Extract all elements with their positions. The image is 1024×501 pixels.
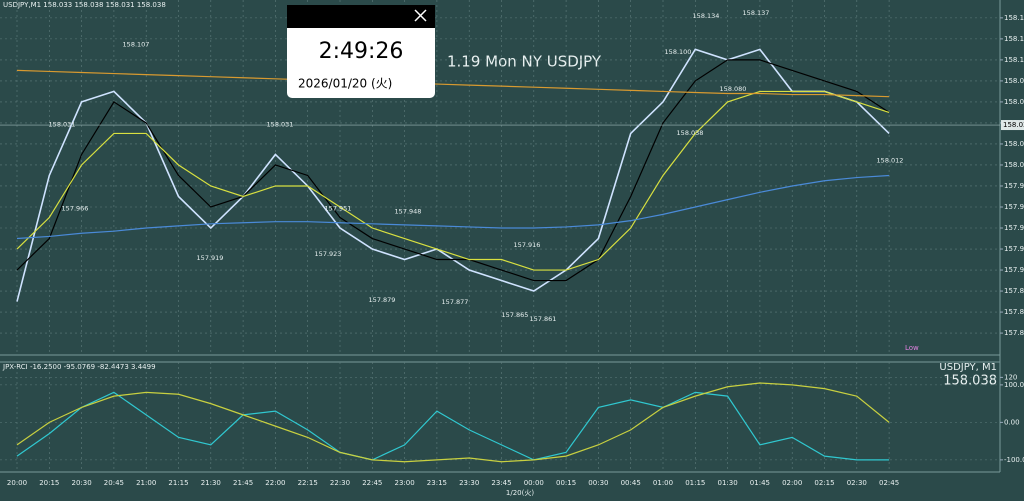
x-tick-label: 02:00 (782, 479, 802, 487)
window-header: USDJPY,M1 158.033 158.038 158.031 158.03… (3, 1, 166, 9)
price-annotation: 158.080 (720, 85, 747, 93)
price: 158.038 (943, 374, 997, 389)
x-tick-label: 22:15 (298, 479, 318, 487)
date-label: 1/20(火) (506, 489, 534, 497)
y-tick-label: 157.960 (1004, 203, 1024, 211)
y-tick-label: 157.920 (1004, 245, 1024, 253)
x-tick-label: 02:15 (814, 479, 834, 487)
price-annotation: 157.923 (315, 250, 342, 258)
price-annotation: 158.031 (49, 120, 76, 128)
x-tick-label: 20:00 (7, 479, 27, 487)
y-tick-label: 157.940 (1004, 224, 1024, 232)
y-tick-label: 157.840 (1004, 329, 1024, 337)
x-tick-label: 02:30 (847, 479, 867, 487)
price-annotation: 158.031 (267, 120, 294, 128)
x-tick-label: 20:15 (39, 479, 59, 487)
x-tick-label: 21:30 (201, 479, 221, 487)
y-tick-label: 120 (1004, 373, 1017, 381)
indicator-title: JPX-RCI -16.2500 -95.0769 -82.4473 3.449… (2, 363, 156, 371)
x-tick-label: 01:00 (653, 479, 673, 487)
current-price-tag (1001, 120, 1024, 131)
x-tick-label: 22:45 (362, 479, 382, 487)
x-tick-label: 20:30 (72, 479, 92, 487)
x-tick-label: 01:30 (718, 479, 738, 487)
price-annotation: 158.134 (693, 12, 720, 20)
series-line (16, 382, 890, 463)
x-tick-label: 23:15 (427, 479, 447, 487)
x-tick-label: 01:45 (750, 479, 770, 487)
y-tick-label: 157.900 (1004, 266, 1024, 274)
clock-date: 2026/01/20 (火) (298, 77, 392, 91)
clock-box (287, 5, 435, 98)
price-annotation: 157.919 (197, 254, 224, 262)
clock-time: 2:49:26 (319, 39, 404, 64)
x-tick-label: 00:45 (621, 479, 641, 487)
y-tick-label: 158.080 (1004, 77, 1024, 85)
y-tick-label: 157.980 (1004, 182, 1024, 190)
clock-widget: 2:49:26 2026/01/20 (火) (287, 5, 435, 98)
note: Low (905, 344, 919, 352)
x-tick-label: 00:00 (524, 479, 544, 487)
x-tick-label: 22:30 (330, 479, 350, 487)
x-tick-label: 21:00 (136, 479, 156, 487)
close-icon[interactable] (414, 9, 427, 22)
price-annotation: 157.916 (514, 241, 541, 249)
y-tick-label: 158.120 (1004, 35, 1024, 43)
x-tick-label: 00:15 (556, 479, 576, 487)
series-line (16, 69, 890, 98)
x-tick-label: 23:00 (395, 479, 415, 487)
price-annotation: 157.877 (442, 298, 469, 306)
x-tick-label: 22:00 (265, 479, 285, 487)
y-tick-label: 158.140 (1004, 14, 1024, 22)
price-annotation: 157.966 (62, 205, 89, 213)
price-annotation: 157.951 (325, 204, 352, 212)
price-annotation: 158.012 (877, 156, 904, 164)
series-line (16, 90, 890, 271)
series-line (16, 391, 890, 461)
x-tick-label: 02:45 (879, 479, 899, 487)
y-tick-label: 157.880 (1004, 287, 1024, 295)
clock-titlebar (287, 5, 435, 28)
y-tick-label: 158.060 (1004, 98, 1024, 106)
x-tick-label: 23:45 (491, 479, 511, 487)
price-annotation: 158.100 (665, 48, 692, 56)
price-annotation: 158.038 (677, 129, 704, 137)
price-annotation: 158.107 (123, 41, 150, 49)
symbol: USDJPY, M1 (939, 362, 997, 373)
x-tick-label: 21:15 (168, 479, 188, 487)
price-annotation: 157.879 (369, 296, 396, 304)
y-tick-label: 158.100 (1004, 56, 1024, 64)
price-annotation: 157.861 (530, 315, 557, 323)
x-tick-label: 01:15 (685, 479, 705, 487)
price-annotation: 157.865 (502, 311, 529, 319)
y-tick-label: 157.860 (1004, 308, 1024, 316)
x-tick-label: 20:45 (104, 479, 124, 487)
close-button[interactable] (414, 9, 427, 22)
x-tick-label: 21:45 (233, 479, 253, 487)
price-annotation: 158.137 (743, 9, 770, 17)
x-tick-label: 23:30 (459, 479, 479, 487)
series-line (16, 174, 890, 240)
caption: 1.19 Mon NY USDJPY (447, 53, 602, 71)
y-tick-label: 0.00 (1004, 418, 1020, 426)
price-annotation: 157.948 (395, 208, 422, 216)
y-tick-label: 158.000 (1004, 161, 1024, 169)
current-price-label: 158.038 (1003, 121, 1024, 129)
y-tick-label: 158.020 (1004, 140, 1024, 148)
x-tick-label: 00:30 (588, 479, 608, 487)
